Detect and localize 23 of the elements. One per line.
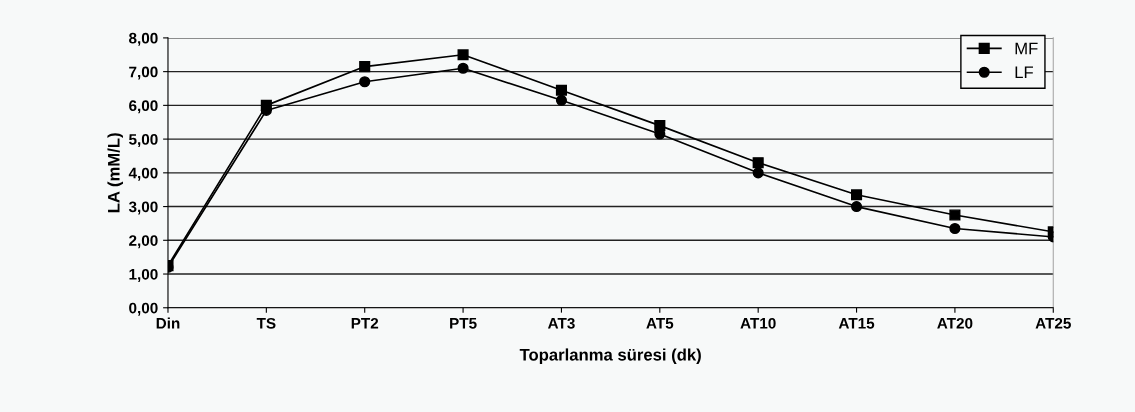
x-tick-label: PT5 — [450, 318, 477, 329]
y-tick-label: 0,00 — [129, 302, 158, 316]
y-axis-title: LA (mM/L) — [107, 133, 123, 213]
x-tick-label: AT3 — [547, 317, 575, 329]
y-tick-label: 8,00 — [129, 32, 158, 46]
x-tick-label: Din — [156, 317, 180, 329]
y-tick-label: 7,00 — [129, 66, 158, 80]
x-tick-label: AT5 — [646, 318, 674, 329]
x-tick-label: AT15 — [838, 318, 875, 329]
x-tick-label: TS — [256, 317, 276, 329]
x-tick-label: PT2 — [351, 317, 379, 329]
x-tick-label: AT20 — [937, 317, 973, 329]
y-tick-label: 5,00 — [129, 133, 158, 147]
y-tick-label: 2,00 — [129, 235, 158, 249]
y-tick-label: 1,00 — [129, 268, 158, 282]
x-tick-label: AT10 — [740, 317, 776, 329]
legend-label: MF — [1015, 42, 1038, 55]
x-axis-title: Toparlanma süresi (dk) — [519, 348, 701, 364]
y-tick-label: 3,00 — [128, 201, 158, 215]
y-tick-label: 6,00 — [129, 100, 158, 114]
x-tick-label: AT25 — [1035, 317, 1071, 329]
legend-label: LF — [1015, 66, 1033, 79]
y-tick-label: 4,00 — [128, 167, 158, 181]
